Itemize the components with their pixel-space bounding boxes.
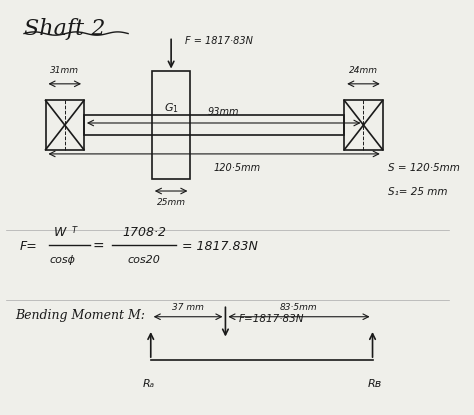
Text: 25mm: 25mm xyxy=(156,198,186,208)
Text: = 1817.83N: = 1817.83N xyxy=(182,240,258,253)
Bar xyxy=(84,115,344,135)
Text: S₁= 25 mm: S₁= 25 mm xyxy=(388,187,448,197)
Text: Bending Moment M:: Bending Moment M: xyxy=(15,309,145,322)
Text: S = 120·5mm: S = 120·5mm xyxy=(388,164,460,173)
Text: F=1817·83N: F=1817·83N xyxy=(239,314,304,324)
Text: T: T xyxy=(72,226,77,234)
Text: Rₐ: Rₐ xyxy=(142,378,155,388)
Text: 93mm: 93mm xyxy=(208,107,239,117)
Text: 120·5mm: 120·5mm xyxy=(213,163,260,173)
Text: Rʙ: Rʙ xyxy=(368,378,382,388)
Text: F = 1817·83N: F = 1817·83N xyxy=(185,36,253,46)
Bar xyxy=(152,71,191,178)
Text: 1708·2: 1708·2 xyxy=(122,226,166,239)
Text: =: = xyxy=(93,239,104,254)
Text: cosϕ: cosϕ xyxy=(49,255,75,265)
Text: cos20: cos20 xyxy=(128,255,160,265)
Text: 83·5mm: 83·5mm xyxy=(280,303,318,312)
Bar xyxy=(46,100,84,150)
Text: 31mm: 31mm xyxy=(50,66,79,75)
Text: 37 mm: 37 mm xyxy=(172,303,204,312)
Bar xyxy=(344,100,383,150)
Text: 24mm: 24mm xyxy=(349,66,378,75)
Text: F=: F= xyxy=(19,240,37,253)
Text: W: W xyxy=(54,226,66,239)
Text: Shaft 2: Shaft 2 xyxy=(24,18,105,40)
Text: $G_1$: $G_1$ xyxy=(164,102,179,115)
